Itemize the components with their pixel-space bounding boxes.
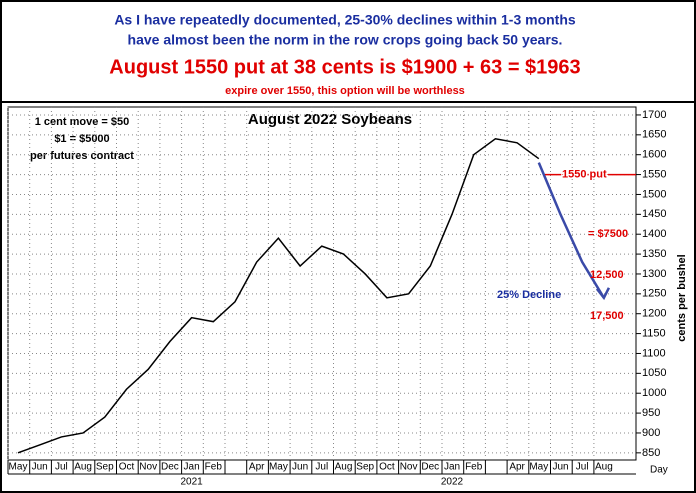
y-tick-label: 1050 (642, 367, 666, 379)
header-line: have almost been the norm in the row cro… (128, 32, 563, 48)
header-line: As I have repeatedly documented, 25-30% … (114, 12, 576, 28)
y-tick-label: 1450 (642, 208, 666, 220)
y-tick-label: 900 (642, 427, 660, 439)
x-tick-label: Apr (509, 462, 525, 473)
note: $1 = $5000 (54, 133, 109, 145)
y-tick-label: 1550 (642, 168, 666, 180)
x-tick-label: Jun (552, 462, 568, 473)
x-tick-label: Aug (74, 462, 92, 473)
x-tick-label: Sep (96, 462, 114, 473)
x-tick-label: Nov (139, 462, 157, 473)
x-tick-label: May (9, 462, 28, 473)
year-label: 2022 (441, 477, 464, 488)
projection-line (537, 162, 605, 299)
y-tick-label: 1300 (642, 268, 666, 280)
year-label: 2021 (180, 477, 203, 488)
y-tick-label: 1700 (642, 109, 666, 121)
header-line: August 1550 put at 38 cents is $1900 + 6… (109, 56, 580, 78)
x-tick-label: Jul (315, 462, 328, 473)
annotation: 17,500 (590, 310, 624, 322)
y-tick-label: 1150 (642, 327, 666, 339)
price-line (17, 138, 540, 454)
x-tick-label: Dec (161, 462, 179, 473)
y-tick-label: 1500 (642, 188, 666, 200)
x-tick-label: Oct (119, 462, 135, 473)
header-line: expire over 1550, this option will be wo… (225, 85, 465, 97)
y-tick-label: 1200 (642, 308, 666, 320)
x-end-label: Day (650, 465, 668, 476)
y-tick-label: 950 (642, 407, 660, 419)
decline-label: 25% Decline (497, 289, 561, 301)
x-tick-label: Jul (576, 462, 589, 473)
x-tick-label: Sep (356, 462, 374, 473)
y-tick-label: 1100 (642, 347, 666, 359)
annotation: = $7500 (588, 228, 628, 240)
x-tick-label: May (529, 462, 548, 473)
y-tick-label: 1400 (642, 228, 666, 240)
x-tick-label: Aug (595, 462, 613, 473)
y-tick-label: 1600 (642, 149, 666, 161)
x-tick-label: Jul (55, 462, 68, 473)
note: 1 cent move = $50 (35, 116, 129, 128)
x-tick-label: May (269, 462, 288, 473)
x-tick-label: Jan (444, 462, 460, 473)
x-tick-label: Dec (421, 462, 439, 473)
x-tick-label: Apr (249, 462, 265, 473)
strike-label: 1550 put (562, 168, 607, 180)
x-tick-label: Feb (205, 462, 223, 473)
annotation: 12,500 (590, 269, 624, 281)
x-tick-label: Jun (32, 462, 48, 473)
x-tick-label: Nov (400, 462, 418, 473)
y-tick-label: 1000 (642, 387, 666, 399)
x-tick-label: Feb (465, 462, 483, 473)
x-tick-label: Oct (379, 462, 395, 473)
y-tick-label: 850 (642, 447, 660, 459)
chart-title: August 2022 Soybeans (248, 111, 412, 128)
x-tick-label: Jun (292, 462, 308, 473)
y-tick-label: 1250 (642, 288, 666, 300)
note: per futures contract (30, 150, 134, 162)
y-tick-label: 1650 (642, 129, 666, 141)
y-tick-label: 1350 (642, 248, 666, 260)
x-tick-label: Jan (184, 462, 200, 473)
x-tick-label: Aug (335, 462, 353, 473)
y-axis-label: cents per bushel (676, 254, 688, 341)
arrow-head (595, 287, 611, 301)
